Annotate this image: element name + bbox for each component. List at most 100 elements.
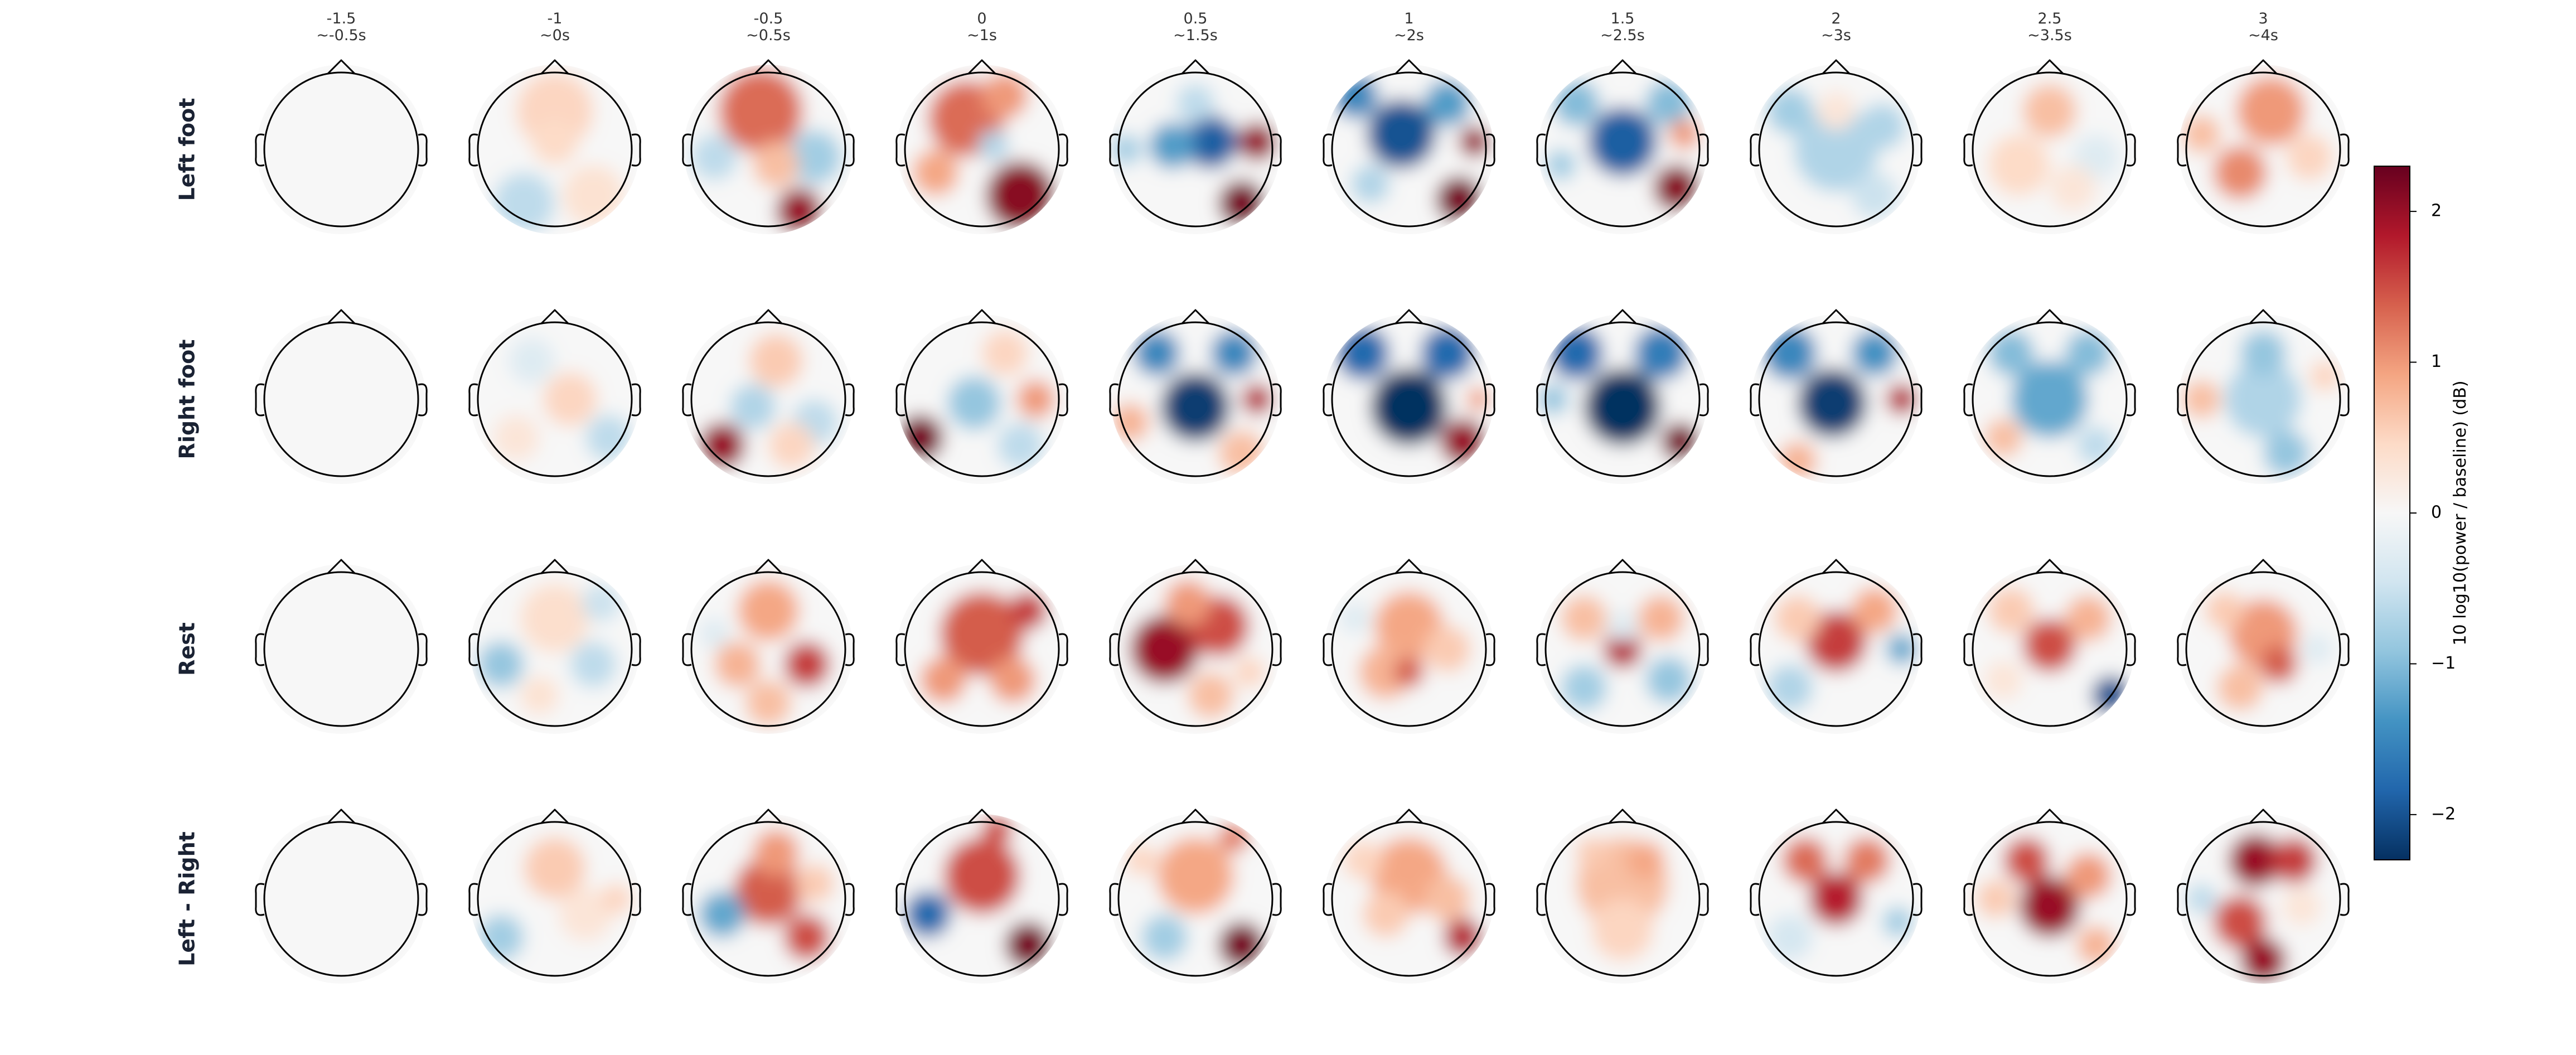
topomap-blob — [558, 887, 613, 941]
topomap-blob — [1436, 176, 1483, 223]
left-ear-shape — [2177, 633, 2187, 666]
nose-shape — [1608, 309, 1637, 325]
topomap-field — [2178, 564, 2348, 734]
right-ear-shape — [2340, 133, 2350, 167]
nose-shape — [1181, 59, 1210, 75]
topomap — [1109, 59, 1282, 234]
topomap-field — [1324, 814, 1494, 984]
topomap-blob — [1371, 368, 1447, 446]
left-ear-shape — [895, 633, 906, 666]
topomap — [1963, 809, 2136, 984]
topomap-blob — [1444, 918, 1483, 957]
topomap — [1536, 559, 1709, 734]
topomap-blob — [1134, 330, 1180, 376]
head-outline — [1117, 821, 1274, 977]
topomap-field — [470, 65, 640, 234]
right-ear-shape — [1485, 383, 1495, 417]
head-outline — [690, 571, 846, 727]
left-ear-shape — [895, 133, 906, 167]
topomap — [1323, 809, 1495, 984]
head-outline — [1544, 71, 1701, 228]
topomap-blob — [699, 422, 745, 469]
topomap-blob — [2270, 837, 2317, 884]
topomap — [895, 59, 1068, 234]
column-time-label: 3 — [2258, 10, 2268, 27]
topomap-blob — [1817, 91, 1856, 130]
right-ear-shape — [631, 633, 641, 666]
column-window-label: ~0s — [540, 27, 570, 44]
topomap-blob — [570, 641, 617, 688]
head-outline — [1331, 571, 1487, 727]
topomap-field — [1324, 314, 1494, 484]
topomap-field — [1751, 314, 1921, 484]
topomap-field — [1111, 814, 1280, 984]
topomap — [1109, 309, 1282, 484]
nose-shape — [1394, 59, 1423, 75]
column-time-label: -1 — [548, 10, 563, 27]
colorbar-ticks: −2 −1 0 1 2 — [2410, 201, 2456, 824]
nose-shape — [1608, 809, 1637, 824]
topomap-blob — [1762, 326, 1817, 380]
right-ear-shape — [2126, 383, 2136, 417]
topomap-blob — [1005, 922, 1052, 969]
right-ear-shape — [418, 133, 428, 167]
topomap-blob — [1587, 107, 1658, 177]
right-ear-shape — [2126, 883, 2136, 916]
topomap-field — [684, 314, 853, 484]
topomap-blob — [1561, 595, 1607, 642]
left-ear-shape — [1536, 133, 1546, 167]
right-ear-shape — [2126, 633, 2136, 666]
topomap-blob — [982, 814, 1013, 845]
topomap-blob — [1160, 372, 1231, 442]
head-outline — [690, 321, 846, 477]
topomap-blob — [1809, 872, 1863, 926]
topomap-blob — [745, 680, 792, 726]
topomap-blob — [2217, 664, 2264, 711]
right-ear-shape — [1912, 383, 1923, 417]
right-ear-shape — [1485, 633, 1495, 666]
nose-shape — [1394, 809, 1423, 824]
right-ear-shape — [1272, 883, 1282, 916]
topomap-blob — [989, 656, 1036, 703]
colorbar-tick-label: 2 — [2431, 201, 2442, 221]
topomap-blob — [1210, 330, 1257, 376]
left-ear-shape — [1323, 633, 1333, 666]
topomap-blob — [2018, 875, 2081, 938]
topomap-blob — [1188, 672, 1234, 719]
topomap — [2177, 809, 2350, 984]
topomap — [1536, 809, 1709, 984]
nose-shape — [1822, 809, 1851, 824]
topomap-blob — [1553, 80, 1600, 127]
topomap-blob — [2282, 887, 2321, 926]
topomap — [1323, 59, 1495, 234]
topomap-blob — [2076, 926, 2115, 965]
topomap-blob — [582, 583, 621, 622]
colorbar: −2 −1 0 1 2 10 log10(power / baseline) (dB) — [2374, 166, 2470, 860]
nose-shape — [2249, 559, 2278, 574]
topomap — [1750, 309, 1923, 484]
topomap-blob — [1851, 587, 1898, 634]
topomap-blob — [1009, 591, 1048, 630]
nose-shape — [967, 809, 996, 824]
right-ear-shape — [631, 883, 641, 916]
topomap-blob — [1241, 384, 1272, 415]
topomap — [1323, 309, 1495, 484]
left-ear-shape — [2177, 883, 2187, 916]
nose-shape — [2035, 309, 2064, 325]
topomap — [1750, 59, 1923, 234]
topomap-blob — [2302, 633, 2333, 665]
nose-shape — [1181, 559, 1210, 574]
topomap-blob — [1859, 103, 1906, 149]
head-outline — [2185, 821, 2341, 977]
left-ear-shape — [1536, 633, 1546, 666]
topomap-blob — [1184, 114, 1238, 169]
column-time-label: -0.5 — [754, 10, 783, 27]
topomap-blob — [1561, 664, 1607, 711]
topomap-field — [897, 564, 1067, 734]
topomap-blob — [2022, 618, 2077, 672]
right-ear-shape — [1699, 133, 1709, 167]
left-ear-shape — [1109, 383, 1119, 417]
head-outline — [1544, 821, 1701, 977]
topomap-field — [1111, 314, 1280, 484]
right-ear-shape — [1699, 633, 1709, 666]
